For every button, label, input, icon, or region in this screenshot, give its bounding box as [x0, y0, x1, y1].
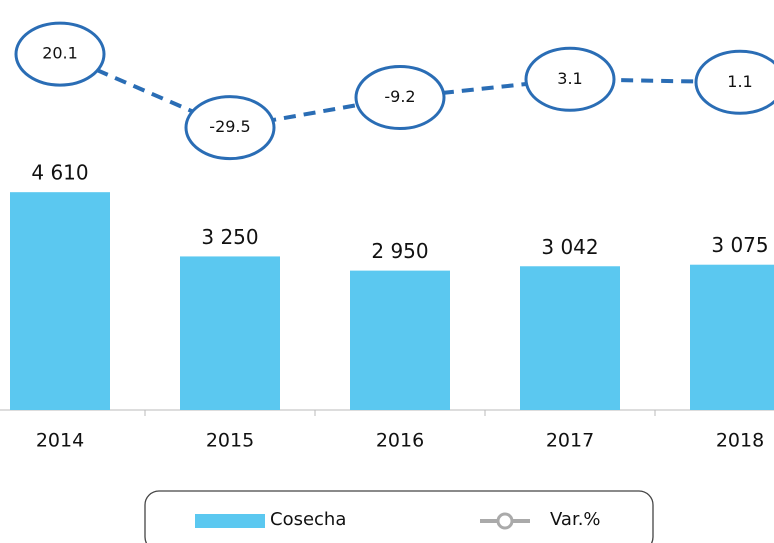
bar: [180, 256, 280, 410]
legend-box: [144, 490, 654, 543]
bar-value-label: 3 075: [711, 233, 768, 257]
line: [59, 52, 741, 130]
x-tick-label: 2017: [546, 430, 594, 452]
line-marker: [184, 95, 276, 161]
bar-value-label: 3 042: [541, 235, 598, 259]
bar-value-label: 4 610: [31, 161, 88, 185]
line-value-label: 1.1: [727, 72, 752, 91]
plot-area: 2014 2015 2016 2017 2018 4 610 3 250 2 950 3 042…: [0, 21, 774, 452]
line-marker: [524, 46, 616, 112]
bar-value-label: 3 250: [201, 225, 258, 249]
bar: [10, 192, 110, 410]
line-value-label: -29.5: [209, 117, 250, 136]
bar: [690, 264, 774, 410]
x-tick-label: 2015: [206, 430, 254, 452]
legend: Cosecha Var.%: [144, 490, 654, 543]
line-marker: [14, 21, 106, 87]
line-marker: [694, 49, 774, 115]
legend-label: Cosecha: [270, 509, 346, 530]
legend-swatch: [195, 514, 265, 528]
line-marker: [354, 65, 446, 131]
legend-label: Var.%: [550, 509, 601, 530]
bar: [350, 270, 450, 410]
x-tick-label: 2016: [376, 430, 424, 452]
line-value-label: -9.2: [384, 87, 415, 106]
line-value-label: 3.1: [557, 69, 582, 88]
bar: [520, 266, 620, 410]
bar-value-label: 2 950: [371, 239, 428, 263]
line-value-label: 20.1: [42, 44, 78, 63]
legend-marker: [496, 512, 514, 530]
x-tick-label: 2018: [716, 430, 764, 452]
x-tick-label: 2014: [36, 430, 84, 452]
